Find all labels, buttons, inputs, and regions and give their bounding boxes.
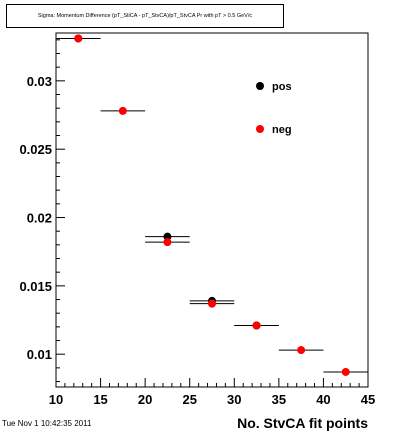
- timestamp-label: Tue Nov 1 10:42:35 2011: [2, 419, 92, 428]
- y-tick-label: 0.025: [19, 142, 52, 157]
- data-point-neg: [341, 367, 350, 376]
- legend-label-pos: pos: [272, 81, 292, 93]
- x-tick-label: 25: [182, 392, 196, 407]
- series-neg: [56, 34, 368, 376]
- chart-title-box: Sigma: Momentum Difference (pT_StiCA - p…: [6, 4, 284, 28]
- legend-marker-pos: [256, 82, 264, 90]
- data-point-neg: [163, 238, 172, 247]
- legend-box: [248, 72, 358, 152]
- x-tick-label: 10: [49, 392, 63, 407]
- y-tick-label: 0.01: [27, 347, 52, 362]
- x-axis-title: No. StvCA fit points: [237, 415, 368, 431]
- chart-title: Sigma: Momentum Difference (pT_StiCA - p…: [37, 13, 253, 19]
- legend-marker-neg: [256, 125, 264, 133]
- y-tick-label: 0.02: [27, 211, 52, 226]
- data-point-neg: [297, 346, 306, 355]
- x-tick-label: 45: [361, 392, 375, 407]
- x-tick-label: 35: [272, 392, 286, 407]
- x-tick-label: 20: [138, 392, 152, 407]
- data-point-neg: [208, 299, 216, 308]
- y-tick-label: 0.015: [19, 279, 52, 294]
- data-point-neg: [118, 106, 127, 115]
- y-tick-label: 0.03: [27, 74, 52, 89]
- data-point-pos: [163, 232, 172, 241]
- data-point-neg: [74, 34, 83, 43]
- legend-label-neg: neg: [272, 124, 292, 136]
- x-tick-label: 15: [93, 392, 107, 407]
- data-point-neg: [252, 321, 261, 330]
- x-tick-label: 30: [227, 392, 241, 407]
- x-tick-label: 40: [316, 392, 330, 407]
